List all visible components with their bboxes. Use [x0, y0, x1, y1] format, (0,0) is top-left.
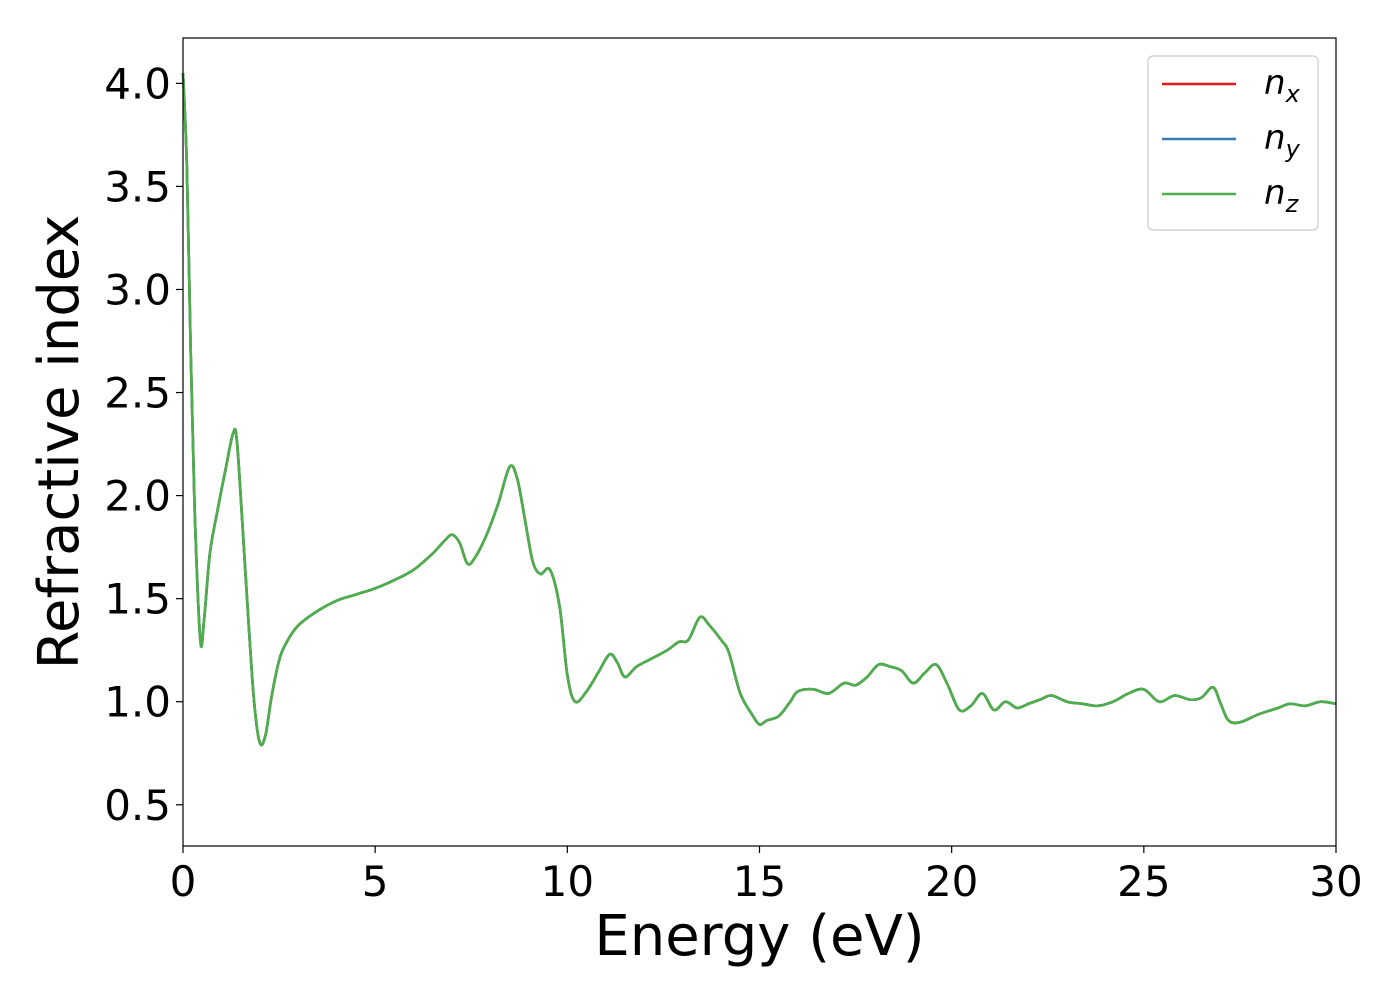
- y-tick-label: 0.5: [104, 781, 171, 830]
- y-tick-label: 1.5: [104, 575, 171, 624]
- x-tick-label: 5: [362, 857, 389, 906]
- legend-label-base: n: [1264, 63, 1286, 103]
- x-tick-label: 0: [170, 857, 197, 906]
- y-tick-label: 4.0: [104, 59, 171, 108]
- legend-label-base: n: [1264, 173, 1286, 213]
- y-axis-title: Refractive index: [27, 215, 92, 670]
- x-tick-label: 15: [733, 857, 786, 906]
- legend-label: ny: [1264, 118, 1301, 163]
- x-tick-label: 30: [1309, 857, 1362, 906]
- legend-label: nz: [1264, 173, 1300, 218]
- legend-label-subscript: y: [1285, 135, 1301, 163]
- legend-label-subscript: x: [1285, 80, 1301, 108]
- legend-label-subscript: z: [1285, 190, 1300, 218]
- y-tick-label: 2.0: [104, 472, 171, 521]
- y-axis-ticks: 0.5 1.0 1.5 2.0 2.5 3.0 3.5 4.0: [104, 59, 183, 830]
- y-tick-label: 1.0: [104, 678, 171, 727]
- x-axis-title: Energy (eV): [594, 904, 924, 969]
- y-tick-label: 2.5: [104, 369, 171, 418]
- x-axis-ticks: 0 5 10 15 20 25 30: [170, 846, 1363, 906]
- series-line-n-z: [181, 72, 1337, 747]
- y-tick-label: 3.0: [104, 265, 171, 314]
- x-tick-label: 25: [1117, 857, 1170, 906]
- x-tick-label: 10: [541, 857, 594, 906]
- y-tick-label: 3.5: [104, 162, 171, 211]
- legend-box: [1147, 55, 1319, 231]
- series-layer: [181, 72, 1337, 747]
- legend-label: nx: [1264, 63, 1301, 108]
- x-tick-label: 20: [925, 857, 978, 906]
- legend-label-base: n: [1264, 118, 1286, 158]
